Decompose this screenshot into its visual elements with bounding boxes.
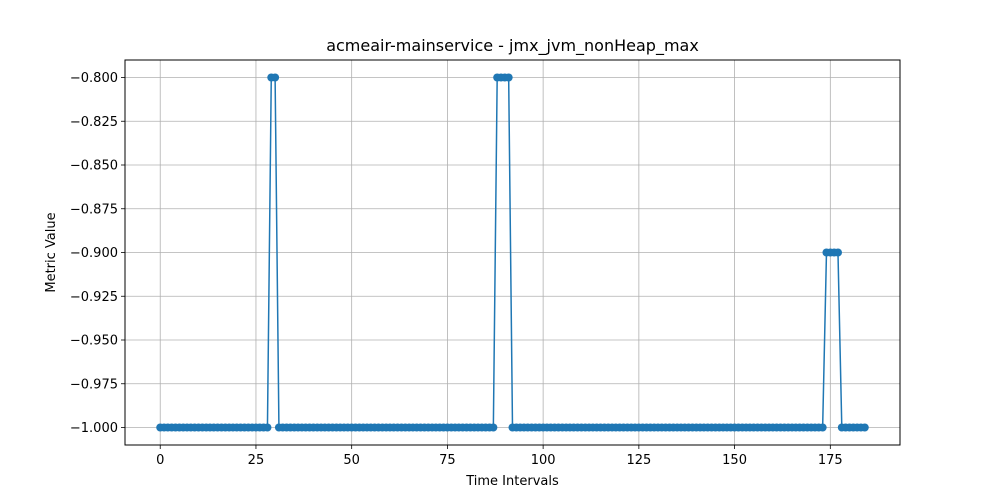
- y-tick-label: −1.000: [70, 421, 118, 436]
- y-tick-label: −0.850: [70, 159, 118, 174]
- data-point: [818, 423, 827, 432]
- data-point: [489, 423, 498, 432]
- y-tick-label: −0.925: [70, 290, 118, 305]
- x-tick-label: 75: [439, 453, 456, 468]
- x-tick-label: 0: [156, 453, 164, 468]
- x-tick-label: 50: [343, 453, 360, 468]
- y-tick-label: −0.900: [70, 246, 118, 261]
- y-tick-label: −0.950: [70, 334, 118, 349]
- y-tick-label: −0.975: [70, 377, 118, 392]
- y-tick-label: −0.800: [70, 71, 118, 86]
- x-axis-label: Time Intervals: [465, 474, 559, 489]
- series-group: [156, 73, 869, 432]
- x-tick-label: 100: [531, 453, 556, 468]
- y-tick-label: −0.825: [70, 115, 118, 130]
- data-point: [833, 248, 842, 257]
- x-tick-label: 125: [626, 453, 651, 468]
- y-axis-label: Metric Value: [44, 212, 59, 292]
- data-point: [504, 73, 513, 82]
- chart-title: acmeair-mainservice - jmx_jvm_nonHeap_ma…: [326, 36, 699, 56]
- x-tick-label: 150: [722, 453, 747, 468]
- ticks: 0 25 50 75 100 125 150 175 −1.000 −0.975 −0.950 −0.…: [70, 71, 843, 468]
- data-point: [263, 423, 272, 432]
- data-point: [860, 423, 869, 432]
- x-tick-label: 175: [818, 453, 843, 468]
- data-point: [271, 73, 280, 82]
- y-tick-label: −0.875: [70, 202, 118, 217]
- x-tick-label: 25: [248, 453, 265, 468]
